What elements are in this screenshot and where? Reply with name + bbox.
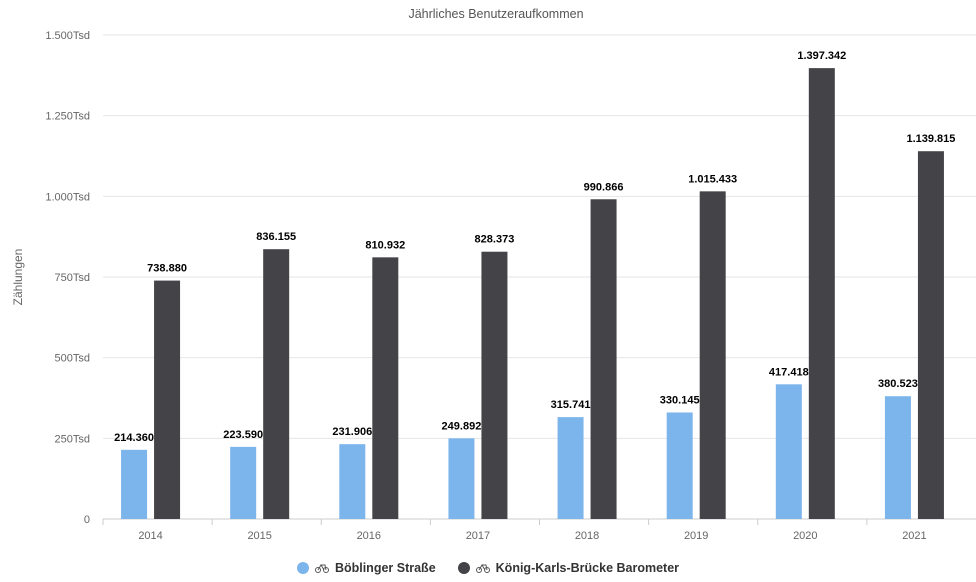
legend-marker (296, 562, 309, 574)
bar-koenig-karls-bruecke-2021[interactable] (917, 151, 944, 519)
data-label: 380.523 (878, 378, 918, 390)
y-tick-label: 500Tsd (55, 353, 90, 365)
x-tick-label: 2018 (575, 530, 599, 542)
legend-marker (457, 562, 470, 574)
bar-boeblinger-strasse-2014[interactable] (121, 449, 148, 519)
x-tick-label: 2019 (684, 530, 708, 542)
bicycle-icon (475, 563, 490, 573)
x-tick-label: 2020 (793, 530, 817, 542)
x-tick-label: 2017 (466, 530, 490, 542)
bar-boeblinger-strasse-2017[interactable] (448, 438, 475, 519)
y-tick-label: 1.500Tsd (45, 30, 90, 42)
data-label: 223.590 (223, 429, 263, 441)
bar-koenig-karls-bruecke-2019[interactable] (699, 191, 726, 519)
x-tick-label: 2016 (357, 530, 381, 542)
chart-legend: Böblinger Straße König-Karls-Brücke Baro… (0, 561, 976, 575)
bar-boeblinger-strasse-2016[interactable] (339, 444, 366, 519)
data-label: 1.015.433 (688, 173, 737, 185)
chart-title: Jährliches Benutzeraufkommen (408, 7, 583, 21)
data-label: 990.866 (584, 181, 624, 193)
data-label: 828.373 (475, 234, 515, 246)
data-label: 810.932 (365, 239, 405, 251)
bar-koenig-karls-bruecke-2017[interactable] (481, 251, 508, 519)
x-tick-label: 2015 (247, 530, 271, 542)
data-label: 417.418 (769, 366, 809, 378)
legend-label: Böblinger Straße (334, 561, 436, 575)
bar-koenig-karls-bruecke-2020[interactable] (808, 68, 835, 519)
bar-koenig-karls-bruecke-2015[interactable] (263, 249, 290, 519)
bar-koenig-karls-bruecke-2018[interactable] (590, 199, 617, 519)
y-tick-label: 0 (84, 514, 90, 526)
bar-koenig-karls-bruecke-2014[interactable] (154, 280, 181, 519)
data-label: 249.892 (442, 420, 482, 432)
x-tick-label: 2021 (902, 530, 926, 542)
bar-boeblinger-strasse-2020[interactable] (775, 384, 802, 519)
data-label: 1.397.342 (797, 50, 846, 62)
x-tick-label: 2014 (138, 530, 162, 542)
bar-boeblinger-strasse-2019[interactable] (666, 412, 693, 519)
y-tick-label: 250Tsd (55, 433, 90, 445)
data-label: 214.360 (114, 432, 154, 444)
y-tick-label: 750Tsd (55, 272, 90, 284)
y-tick-label: 1.000Tsd (45, 191, 90, 203)
data-label: 1.139.815 (906, 133, 955, 145)
data-label: 315.741 (551, 399, 591, 411)
data-label: 738.880 (147, 263, 187, 275)
bar-boeblinger-strasse-2015[interactable] (230, 446, 257, 519)
bar-boeblinger-strasse-2021[interactable] (884, 396, 911, 519)
bar-koenig-karls-bruecke-2016[interactable] (372, 257, 399, 519)
legend-item-boeblinger-strasse[interactable]: Böblinger Straße (296, 561, 436, 575)
bar-boeblinger-strasse-2018[interactable] (557, 417, 584, 519)
y-tick-label: 1.250Tsd (45, 111, 90, 123)
legend-item-koenig-karls-bruecke[interactable]: König-Karls-Brücke Barometer (457, 561, 680, 575)
data-label: 836.155 (256, 231, 296, 243)
bicycle-icon (314, 563, 329, 573)
legend-label: König-Karls-Brücke Barometer (495, 561, 680, 575)
data-label: 231.906 (332, 426, 372, 438)
y-axis-label: Zählungen (11, 249, 25, 306)
data-label: 330.145 (660, 394, 700, 406)
